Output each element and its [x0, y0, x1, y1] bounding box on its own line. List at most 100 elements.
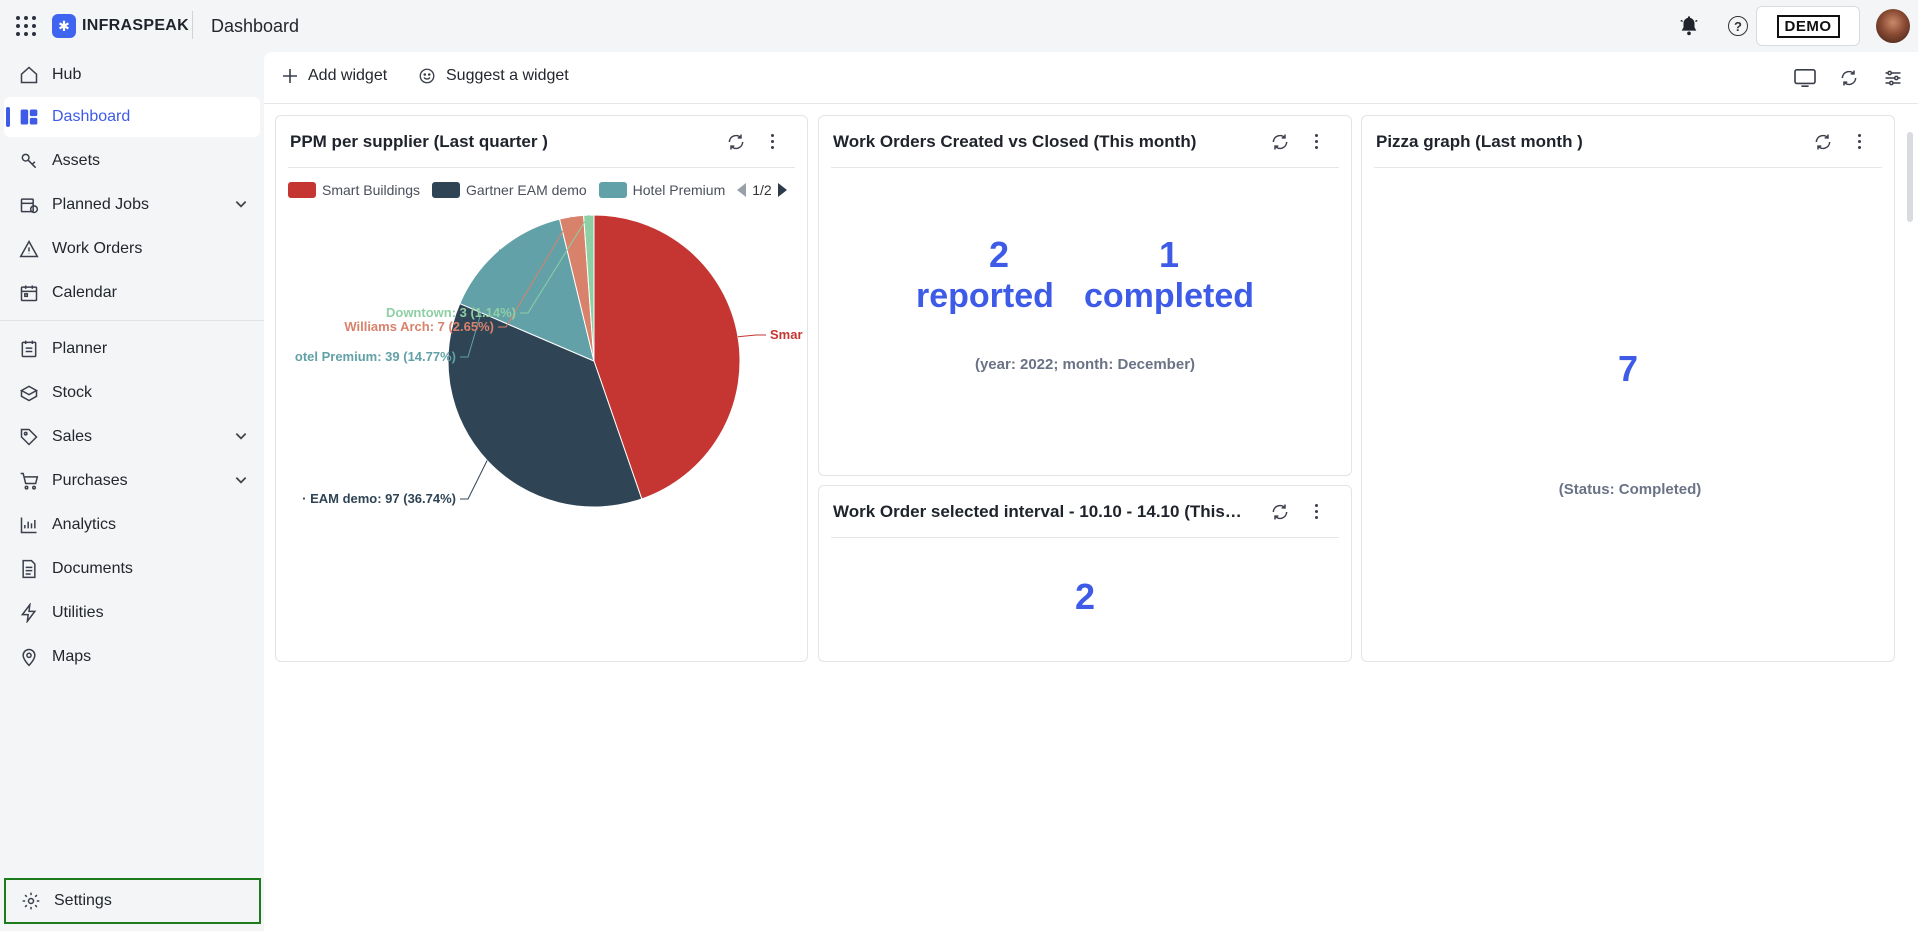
sidebar-divider: [0, 320, 264, 321]
sidebar-item-calendar[interactable]: Calendar: [4, 273, 260, 313]
cart-icon: [18, 470, 40, 492]
sidebar-item-label: Work Orders: [52, 240, 143, 257]
legend-pager: 1/2: [737, 182, 787, 198]
sidebar-item-label: Hub: [52, 66, 82, 83]
refresh-icon[interactable]: [726, 132, 746, 152]
user-avatar[interactable]: [1876, 9, 1910, 43]
sidebar-item-hub[interactable]: Hub: [4, 55, 260, 95]
slice-label: otel Premium: 39 (14.77%): [295, 349, 456, 364]
slice-smart-buildings[interactable]: [593, 214, 741, 500]
sidebar-item-label: Documents: [52, 560, 133, 577]
app-grid-icon[interactable]: [16, 16, 36, 36]
warning-icon: [18, 238, 40, 260]
slice-leader-line: [460, 249, 501, 358]
planned-jobs-icon: [18, 194, 40, 216]
sidebar-item-planned-jobs[interactable]: Planned Jobs: [4, 185, 260, 225]
infraspeak-logo-icon: ✱: [52, 14, 76, 38]
slice-label: Downtown: 3 (1.14%): [386, 305, 516, 320]
header-divider: [192, 11, 193, 39]
sidebar-item-maps[interactable]: Maps: [4, 637, 260, 677]
add-widget-button[interactable]: Add widget: [282, 67, 387, 85]
ppm-per-supplier-widget: PPM per supplier (Last quarter ) Smart B…: [275, 115, 808, 662]
sidebar-item-utilities[interactable]: Utilities: [4, 593, 260, 633]
home-icon: [18, 64, 40, 86]
sidebar-item-planner[interactable]: Planner: [4, 329, 260, 369]
interval-count: 2: [1074, 576, 1096, 617]
company-badge[interactable]: DEMO: [1756, 6, 1860, 46]
sidebar-item-purchases[interactable]: Purchases: [4, 461, 260, 501]
sidebar-item-stock[interactable]: Stock: [4, 373, 260, 413]
chart-legend: Smart Buildings Gartner EAM demo Hotel P…: [288, 182, 787, 198]
legend-page: 1/2: [752, 182, 772, 198]
suggest-widget-button[interactable]: Suggest a widget: [418, 67, 569, 85]
filters-icon[interactable]: [1882, 68, 1904, 88]
sidebar-item-analytics[interactable]: Analytics: [4, 505, 260, 545]
sidebar-item-label: Dashboard: [52, 108, 131, 125]
map-pin-icon: [18, 646, 40, 668]
analytics-icon: [18, 514, 40, 536]
slice-leader-line: [460, 460, 488, 500]
scrollbar-thumb[interactable]: [1907, 132, 1913, 222]
legend-swatch: [288, 182, 316, 198]
slice-label: Williams Arch: 7 (2.65%): [344, 319, 494, 334]
period-note: (year: 2022; month: December): [974, 356, 1196, 373]
settings-label: Settings: [54, 892, 112, 909]
company-logo: DEMO: [1776, 14, 1840, 38]
widget-header: Work Order selected interval - 10.10 - 1…: [831, 486, 1339, 538]
smiley-icon: [419, 68, 435, 84]
refresh-all-icon[interactable]: [1838, 68, 1860, 88]
sidebar-item-label: Calendar: [52, 284, 117, 301]
sidebar-item-settings[interactable]: Settings: [4, 878, 261, 924]
slice-leader-line: [498, 216, 572, 328]
sidebar-item-documents[interactable]: Documents: [4, 549, 260, 589]
legend-prev-icon[interactable]: [737, 183, 747, 197]
more-options-icon[interactable]: [1306, 500, 1326, 522]
tag-icon: [18, 426, 40, 448]
legend-swatch: [432, 182, 461, 198]
notifications-bell-icon[interactable]: [1678, 15, 1700, 37]
legend-item[interactable]: Smart Buildings: [288, 182, 420, 198]
slice-leader-line: [737, 334, 766, 338]
gear-icon: [20, 890, 42, 912]
refresh-icon[interactable]: [1813, 132, 1833, 152]
top-bar: ✱ INFRASPEAK Dashboard ? DEMO: [0, 0, 1918, 52]
sidebar-item-label: Analytics: [52, 516, 117, 533]
tv-mode-icon[interactable]: [1794, 68, 1816, 88]
sidebar-item-label: Utilities: [52, 604, 104, 621]
legend-item[interactable]: Hotel Premium: [598, 182, 725, 198]
completed-label: completed: [1084, 277, 1255, 315]
more-options-icon[interactable]: [762, 130, 782, 152]
selected-interval-widget: Work Order selected interval - 10.10 - 1…: [818, 485, 1352, 662]
completed-count: 1: [1158, 234, 1180, 275]
legend-swatch: [598, 182, 627, 198]
refresh-icon[interactable]: [1270, 502, 1290, 522]
sidebar-item-assets[interactable]: Assets: [4, 141, 260, 181]
vertical-scrollbar[interactable]: [1906, 112, 1914, 912]
bolt-icon: [18, 602, 40, 624]
pizza-graph-widget: Pizza graph (Last month ) 7 (Status: Com…: [1361, 115, 1895, 662]
pizza-count: 7: [1617, 348, 1639, 389]
slice-gartner-eam[interactable]: [447, 302, 643, 508]
created-vs-closed-widget: Work Orders Created vs Closed (This mont…: [818, 115, 1352, 476]
chevron-down-icon[interactable]: [234, 197, 248, 211]
sidebar-item-sales[interactable]: Sales: [4, 417, 260, 457]
more-options-icon[interactable]: [1849, 130, 1869, 152]
sidebar-item-dashboard[interactable]: Dashboard: [4, 97, 260, 137]
sidebar-item-work-orders[interactable]: Work Orders: [4, 229, 260, 269]
help-icon[interactable]: ?: [1728, 16, 1748, 36]
sidebar-item-label: Planner: [52, 340, 108, 357]
calendar-icon: [18, 282, 40, 304]
brand-logo[interactable]: ✱ INFRASPEAK: [52, 14, 189, 38]
legend-next-icon[interactable]: [777, 183, 787, 197]
chevron-down-icon[interactable]: [234, 473, 248, 487]
widget-header: Pizza graph (Last month ): [1374, 116, 1882, 168]
sidebar-item-label: Stock: [52, 384, 93, 401]
planner-icon: [18, 338, 40, 360]
sidebar-item-label: Maps: [52, 648, 92, 665]
more-options-icon[interactable]: [1306, 130, 1326, 152]
stock-icon: [18, 382, 40, 404]
legend-label: Smart Buildings: [322, 182, 421, 198]
refresh-icon[interactable]: [1270, 132, 1290, 152]
chevron-down-icon[interactable]: [234, 429, 248, 443]
legend-item[interactable]: Gartner EAM demo: [432, 182, 587, 198]
